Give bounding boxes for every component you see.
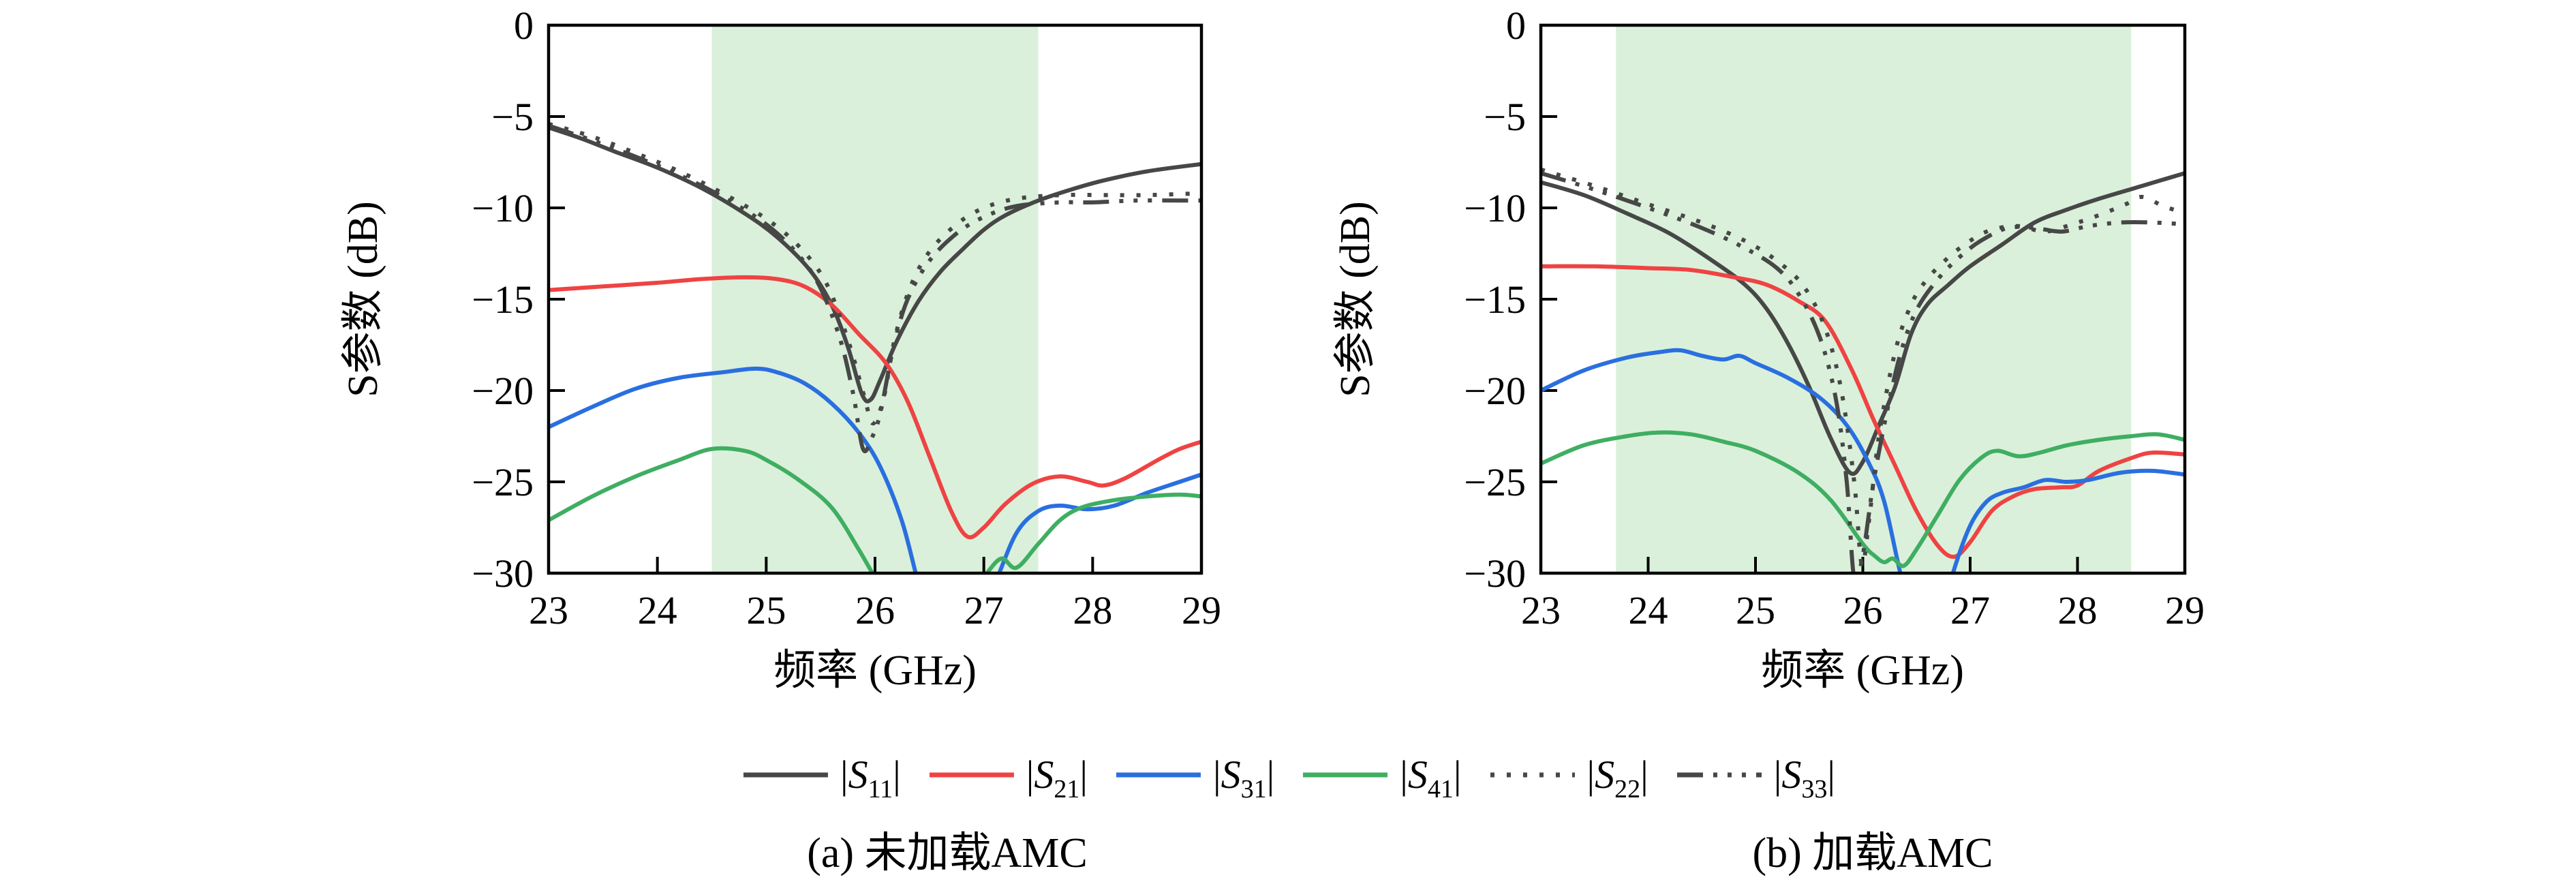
legend-item-s11: |S11| (741, 752, 901, 804)
x-tick-label: 25 (1736, 588, 1775, 632)
y-tick-label: −5 (1484, 95, 1526, 139)
series-s31 (1541, 348, 2185, 573)
legend-item-s33: |S33| (1674, 752, 1836, 804)
x-tick-label: 27 (964, 588, 1004, 632)
legend-label-s41: |S41| (1400, 752, 1462, 804)
highlight-band (711, 25, 1039, 573)
legend-label-s22: |S22| (1586, 752, 1649, 804)
series-s33 (549, 123, 1201, 454)
y-tick-label: −25 (1464, 460, 1526, 504)
series-s41 (1541, 430, 2185, 568)
series-s33 (1541, 171, 2185, 573)
legend-line-s41 (1303, 772, 1388, 778)
plot-frame (547, 23, 1203, 575)
x-tick-label: 24 (638, 588, 677, 632)
chart-b-y-axis-label: S参数 (dB) (1332, 201, 1379, 397)
chart-a-y-axis-label: S参数 (dB) (340, 201, 386, 397)
x-tick-label: 27 (1950, 588, 1990, 632)
y-tick-label: −15 (1464, 277, 1526, 322)
chart-b-x-axis-label: 频率 (GHz) (1761, 647, 1964, 694)
legend-item-s21: |S21| (927, 752, 1088, 804)
x-tick-label: 29 (1182, 588, 1221, 632)
series-s21 (549, 275, 1201, 540)
x-tick-label: 26 (1843, 588, 1883, 632)
y-tick-label: −15 (472, 277, 534, 322)
x-tick-label: 25 (746, 588, 786, 632)
y-tick-label: −10 (472, 186, 534, 230)
series-s22 (549, 121, 1201, 426)
y-tick-label: 0 (514, 3, 534, 48)
caption-b: (b) 加载AMC (1752, 830, 1993, 876)
x-tick-label: 24 (1629, 588, 1668, 632)
legend-label-s11: |S11| (840, 752, 901, 804)
x-tick-label: 28 (2058, 588, 2098, 632)
legend: |S11| |S21| |S31| |S41| |S22| |S33| (741, 752, 1836, 804)
y-tick-label: −20 (1464, 369, 1526, 413)
x-tick-label: 29 (2165, 588, 2205, 632)
series-s11 (549, 125, 1201, 403)
x-tick-label: 26 (855, 588, 895, 632)
series-s21 (1541, 264, 2185, 559)
chart-a: 23 24 25 26 27 28 29 0 −5 −10 −15 −20 −25 −30 频率 (GHz… (340, 3, 1221, 694)
legend-label-s21: |S21| (1026, 752, 1088, 804)
legend-line-s31 (1116, 772, 1201, 778)
legend-item-s22: |S22| (1488, 752, 1649, 804)
chart-b-plot-area: 23 24 25 26 27 28 29 0 −5 −10 −15 −20 −25 −30 (1464, 3, 2205, 632)
legend-line-s22 (1490, 772, 1575, 778)
x-tick-label: 28 (1073, 588, 1112, 632)
x-tick-label: 23 (1521, 588, 1561, 632)
caption-a: (a) 未加载AMC (807, 830, 1088, 876)
chart-b: 23 24 25 26 27 28 29 0 −5 −10 −15 −20 −25 −30 频率 (GHz… (1332, 3, 2205, 694)
legend-line-s33 (1676, 772, 1762, 778)
chart-a-x-axis-label: 频率 (GHz) (773, 647, 977, 694)
y-tick-label: −10 (1464, 186, 1526, 230)
x-tick-label: 23 (529, 588, 568, 632)
y-tick-label: −20 (472, 369, 534, 413)
legend-line-s21 (929, 772, 1014, 778)
y-tick-label: −5 (491, 95, 534, 139)
plot-frame (1539, 23, 2187, 575)
chart-a-plot-area: 23 24 25 26 27 28 29 0 −5 −10 −15 −20 −25 −30 (472, 3, 1221, 632)
y-tick-label: −25 (472, 460, 534, 504)
legend-item-s31: |S31| (1114, 752, 1275, 804)
y-tick-label: −30 (1464, 551, 1526, 596)
series-s31 (549, 366, 1201, 573)
legend-line-s11 (743, 772, 828, 778)
legend-label-s31: |S31| (1213, 752, 1275, 804)
series-s11 (1541, 171, 2185, 476)
highlight-band (1616, 25, 2132, 573)
legend-item-s41: |S41| (1300, 752, 1462, 804)
series-s41 (549, 446, 1201, 573)
y-tick-label: −30 (472, 551, 534, 596)
y-tick-label: 0 (1506, 3, 1526, 48)
legend-label-s33: |S33| (1773, 752, 1836, 804)
